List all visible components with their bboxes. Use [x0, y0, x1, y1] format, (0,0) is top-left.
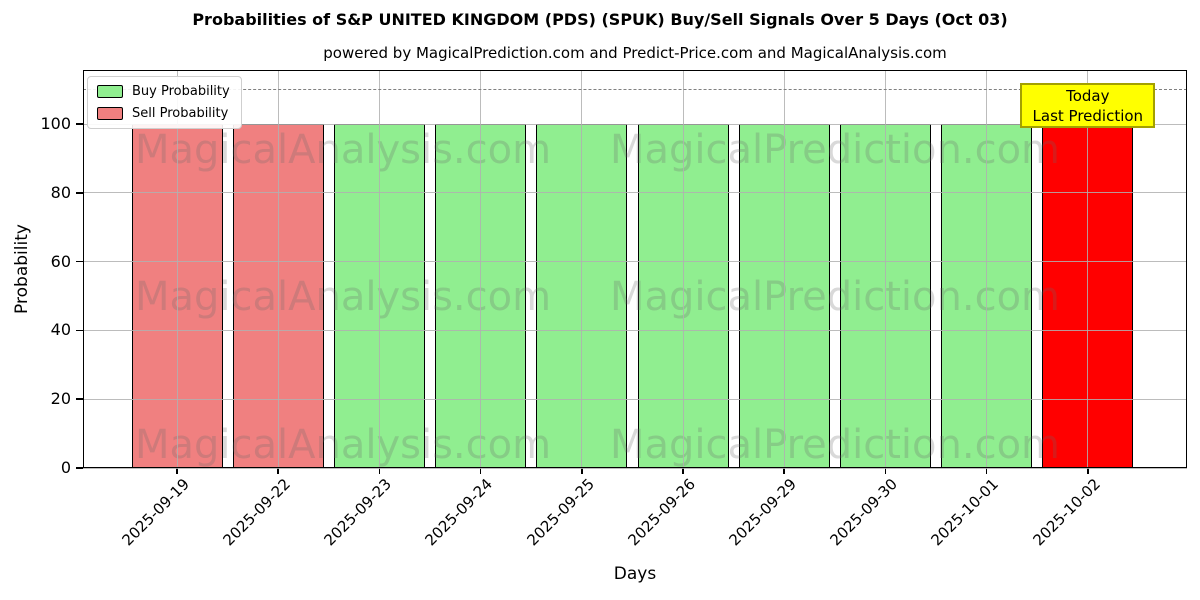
v-gridline [581, 70, 583, 468]
x-tick-label: 2025-09-24 [421, 475, 497, 550]
v-gridline [480, 70, 482, 468]
x-tick-label: 2025-09-19 [118, 475, 193, 550]
x-tick-mark [884, 468, 887, 474]
y-tick-mark [76, 123, 83, 125]
y-tick-mark [76, 192, 83, 194]
h-gridline [83, 261, 1187, 263]
legend-item: Buy Probability [97, 84, 230, 99]
y-tick-label: 40 [50, 320, 71, 340]
h-gridline [83, 398, 1187, 400]
x-tick-label: 2025-09-23 [320, 475, 396, 550]
annotation-line-2: Last Prediction [1032, 106, 1144, 125]
threshold-dashed-line [83, 88, 1187, 90]
y-tick-label: 100 [40, 114, 71, 133]
y-tick-mark [76, 329, 83, 332]
plot-area: MagicalAnalysis.com MagicalPrediction.com… [83, 70, 1187, 469]
x-tick-mark [1087, 468, 1089, 474]
legend: Buy Probability Sell Probability [87, 76, 242, 129]
annotation-line-1: Today [1066, 86, 1110, 105]
watermark-text: MagicalPrediction.com [610, 127, 1060, 173]
watermark-text: MagicalAnalysis.com [134, 274, 552, 320]
watermark-text: MagicalPrediction.com [610, 422, 1060, 468]
v-gridline [783, 70, 785, 468]
watermark-text: MagicalAnalysis.com [134, 422, 552, 468]
v-gridline [277, 70, 279, 468]
h-gridline [83, 192, 1187, 194]
y-tick-label: 60 [50, 251, 71, 271]
v-gridline [176, 70, 178, 468]
v-gridline [378, 70, 380, 468]
x-tick-label: 2025-10-01 [927, 475, 1003, 550]
y-tick-label: 20 [50, 389, 71, 409]
y-tick-mark [76, 398, 83, 400]
x-tick-mark [378, 468, 381, 474]
h-gridline [83, 123, 1187, 125]
x-tick-mark [479, 468, 482, 474]
x-tick-label: 2025-09-25 [523, 475, 598, 550]
x-tick-label: 2025-09-30 [826, 475, 902, 550]
legend-swatch-icon [97, 85, 123, 98]
x-tick-mark [176, 468, 178, 474]
watermark-text: MagicalAnalysis.com [134, 127, 552, 173]
x-tick-mark [277, 468, 279, 474]
x-tick-mark [581, 468, 583, 474]
v-gridline [986, 70, 988, 468]
x-tick-mark [783, 468, 785, 474]
chart-title: Probabilities of S&P UNITED KINGDOM (PDS… [192, 10, 1008, 29]
x-tick-label: 2025-10-02 [1029, 475, 1104, 550]
y-tick-mark [76, 467, 83, 469]
x-axis-label: Days [613, 564, 657, 584]
x-tick-label: 2025-09-26 [624, 475, 699, 550]
v-gridline [682, 70, 684, 468]
y-tick-mark [76, 260, 83, 263]
v-gridline [884, 70, 886, 468]
y-tick-label: 80 [50, 182, 71, 202]
legend-item: Sell Probability [97, 106, 230, 121]
x-tick-label: 2025-09-29 [725, 475, 800, 550]
x-tick-mark [985, 468, 988, 474]
v-gridline [1087, 70, 1089, 468]
legend-label: Sell Probability [132, 106, 229, 121]
x-tick-mark [682, 468, 684, 474]
watermark-text: MagicalPrediction.com [610, 274, 1060, 320]
h-gridline [83, 329, 1187, 331]
today-annotation: Today Last Prediction [1020, 83, 1156, 128]
h-gridline [83, 467, 1187, 469]
legend-label: Buy Probability [132, 84, 230, 99]
x-tick-label: 2025-09-22 [219, 475, 294, 550]
chart-subtitle: powered by MagicalPrediction.com and Pre… [323, 44, 947, 62]
legend-swatch-icon [97, 107, 123, 120]
y-tick-label: 0 [60, 458, 71, 477]
